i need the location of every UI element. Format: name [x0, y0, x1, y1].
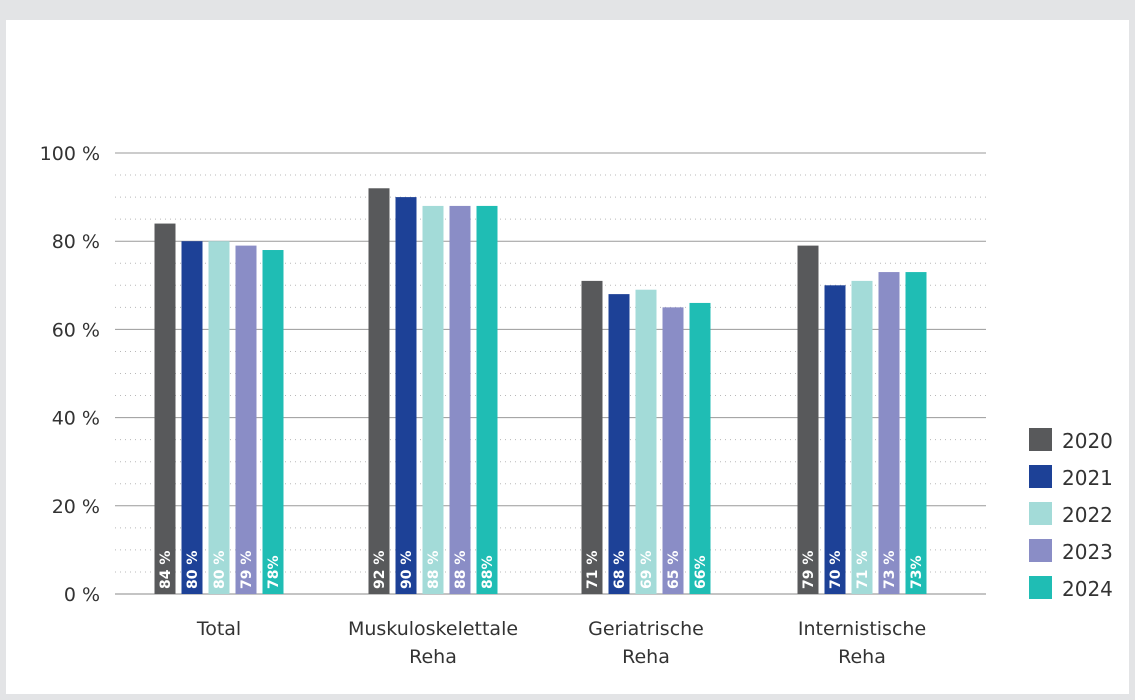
bar — [635, 289, 657, 594]
bar-value-label: 71 % — [585, 551, 601, 589]
bar — [662, 307, 684, 594]
legend-swatch — [1029, 465, 1052, 488]
legend-swatch — [1029, 502, 1052, 525]
bar — [208, 241, 230, 594]
bar — [608, 294, 630, 594]
y-tick-label: 20 % — [52, 496, 100, 518]
category-label: Geriatrische — [588, 618, 704, 640]
y-tick-label: 0 % — [64, 584, 100, 606]
legend-label: 2023 — [1062, 540, 1113, 564]
bar-value-label: 92 % — [372, 551, 388, 589]
bar-chart: 0 % 20 % 40 % 60 % 80 % 100 % 84 % 92 % 71 % 79 %… — [40, 143, 1113, 668]
bar — [235, 245, 257, 595]
y-tick-label: 100 % — [40, 143, 100, 165]
legend-label: 2021 — [1062, 466, 1113, 490]
bar — [476, 205, 498, 595]
chart-frame: 0 % 20 % 40 % 60 % 80 % 100 % 84 % 92 % 71 % 79 %… — [6, 20, 1129, 694]
bar — [449, 205, 471, 595]
bar — [851, 280, 873, 594]
category-label: Reha — [622, 646, 670, 668]
bar — [581, 280, 603, 594]
bar — [797, 245, 819, 595]
category-label: Reha — [838, 646, 886, 668]
bar-value-label: 79 % — [801, 551, 817, 589]
bar-value-label: 88 % — [426, 551, 442, 589]
bar-value-label: 69 % — [639, 551, 655, 589]
bar-value-label: 73 % — [882, 551, 898, 589]
bar-value-label: 70 % — [828, 551, 844, 589]
bar — [395, 197, 417, 594]
bar — [154, 223, 176, 594]
bar — [262, 250, 284, 594]
bar-value-label: 88% — [480, 555, 496, 589]
legend-swatch — [1029, 539, 1052, 562]
legend-swatch — [1029, 576, 1052, 599]
category-label: Internistische — [798, 618, 926, 640]
bar-value-label: 90 % — [399, 551, 415, 589]
bar-value-label: 78% — [266, 555, 282, 589]
bar — [878, 272, 900, 594]
bar-value-label: 66% — [693, 555, 709, 589]
bar — [905, 272, 927, 594]
category-label: Total — [196, 618, 241, 640]
bar-value-label: 73% — [909, 555, 925, 589]
bar-value-label: 80 % — [212, 551, 228, 589]
bar-value-label: 80 % — [185, 551, 201, 589]
legend-swatch — [1029, 428, 1052, 451]
y-tick-label: 40 % — [52, 408, 100, 430]
category-label: Reha — [409, 646, 457, 668]
bar-value-label: 65 % — [666, 551, 682, 589]
bar — [422, 205, 444, 595]
y-tick-label: 80 % — [52, 231, 100, 253]
legend-label: 2022 — [1062, 503, 1113, 527]
bar-value-label: 71 % — [855, 551, 871, 589]
y-tick-label: 60 % — [52, 319, 100, 341]
bar-value-label: 88 % — [453, 551, 469, 589]
legend-label: 2020 — [1062, 429, 1113, 453]
bar — [368, 188, 390, 594]
bar-value-label: 84 % — [158, 551, 174, 589]
category-label: Muskuloskelettale — [348, 618, 518, 640]
bar — [181, 241, 203, 594]
bar-value-label: 68 % — [612, 551, 628, 589]
bar-value-label: 79 % — [239, 551, 255, 589]
legend-label: 2024 — [1062, 577, 1113, 601]
bar — [824, 285, 846, 594]
bar — [689, 302, 711, 594]
